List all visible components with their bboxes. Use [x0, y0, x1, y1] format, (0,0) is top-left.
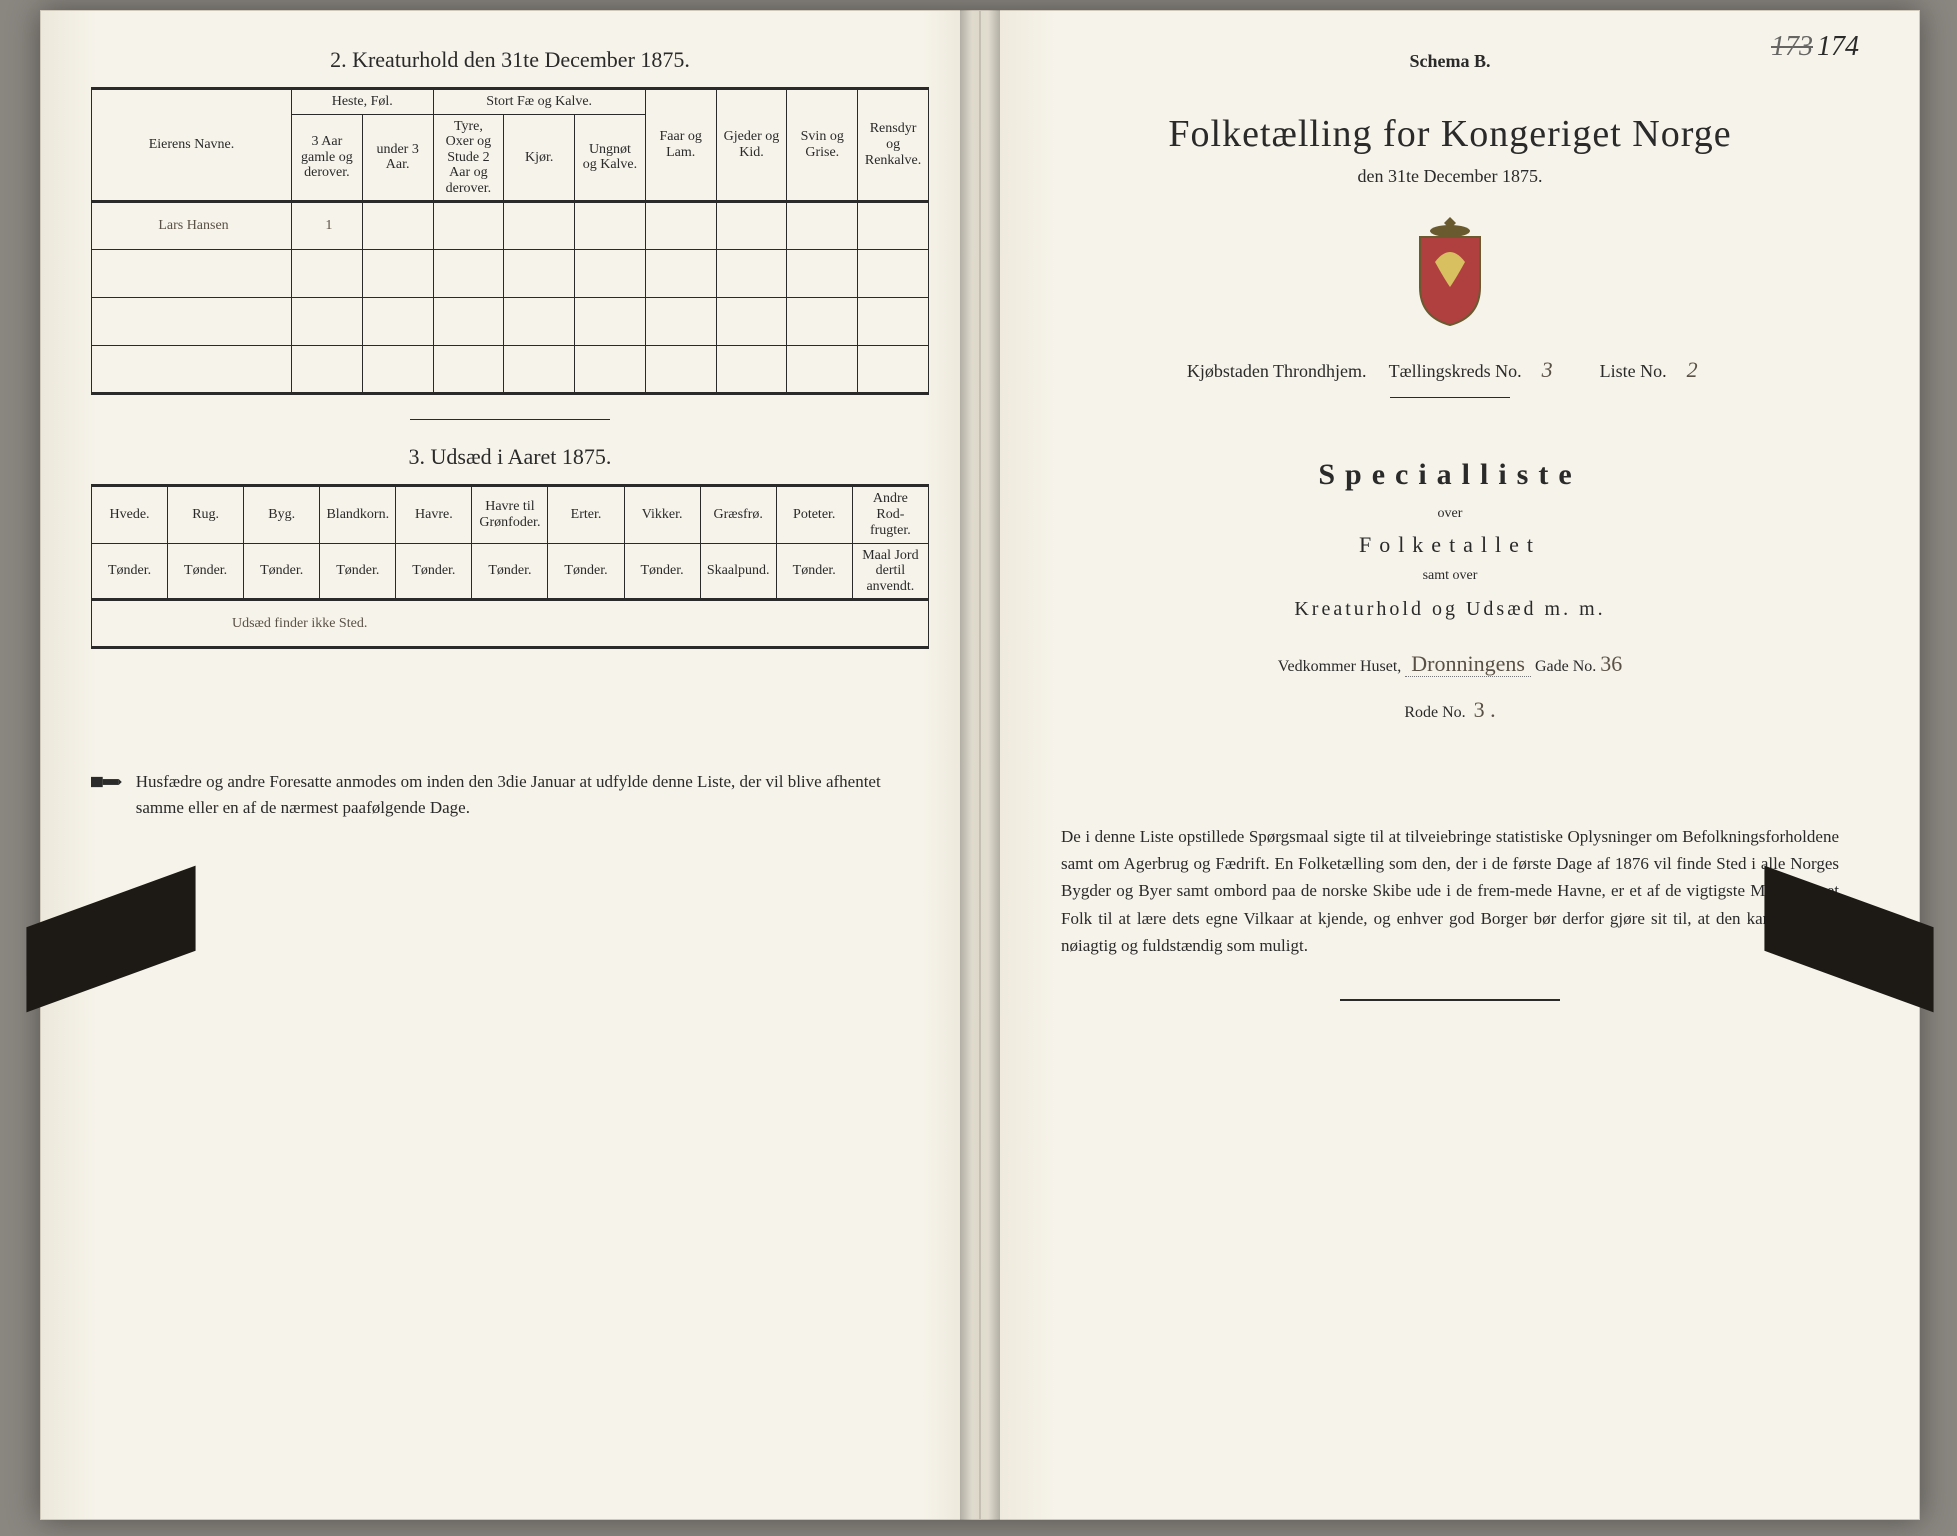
divider [1340, 999, 1560, 1001]
cell [787, 201, 858, 249]
cell [504, 201, 575, 249]
vedk-label-a: Vedkommer Huset, [1278, 658, 1402, 675]
vedkommer-line: Vedkommer Huset, Dronningens Gade No. 36 [1031, 651, 1869, 677]
seed-table: Hvede.Rug.Byg.Blandkorn.Havre.Havre til … [91, 484, 929, 649]
page-clip-left [26, 866, 195, 1013]
cell [362, 201, 433, 249]
rode-line: Rode No. 3 . [1031, 697, 1869, 723]
page-number-current: 174 [1817, 31, 1859, 62]
th-gjeder: Gjeder og Kid. [716, 89, 787, 202]
folketallet-label: Folketallet [1031, 532, 1869, 558]
rode-label: Rode No. [1404, 704, 1465, 721]
th-stort-b: Kjør. [504, 115, 575, 202]
samt-label: samt over [1031, 568, 1869, 584]
vedk-house: Dronningens [1405, 651, 1531, 677]
th-heste: Heste, Føl. [292, 89, 434, 115]
body-paragraph: De i denne Liste opstillede Spørgsmaal s… [1061, 823, 1839, 959]
schema-label: Schema B. [1031, 51, 1869, 72]
coat-of-arms-icon [1405, 217, 1495, 327]
seed-unit-2: Tønder. [244, 543, 320, 599]
page-number: 173174 [1771, 31, 1859, 63]
page-number-struck: 173 [1771, 31, 1813, 62]
cell [92, 297, 292, 345]
th-heste-a: 3 Aar gamle og derover. [292, 115, 363, 202]
livestock-table: Eierens Navne. Heste, Føl. Stort Fæ og K… [91, 87, 929, 395]
vedk-label-b: Gade No. [1535, 658, 1596, 675]
rode-value: 3 . [1474, 697, 1496, 722]
book-spread: 2. Kreaturhold den 31te December 1875. E… [40, 10, 1920, 1520]
pointing-hand-icon [91, 769, 122, 795]
tkreds-label: Tællingskreds No. [1389, 361, 1522, 381]
cell-heste-a: 1 [292, 201, 363, 249]
kreatur-label: Kreaturhold og Udsæd m. m. [1031, 598, 1869, 621]
section2-title: 2. Kreaturhold den 31te December 1875. [91, 47, 929, 73]
seed-unit-6: Tønder. [548, 543, 624, 599]
th-svin: Svin og Grise. [787, 89, 858, 202]
cell [716, 201, 787, 249]
page-clip-right [1764, 866, 1933, 1013]
seed-col-8: Græsfrø. [700, 485, 776, 543]
seed-col-7: Vikker. [624, 485, 700, 543]
seed-col-0: Hvede. [92, 485, 168, 543]
th-stort-a: Tyre, Oxer og Stude 2 Aar og derover. [433, 115, 504, 202]
cell [858, 201, 929, 249]
liste-value: 2 [1677, 357, 1707, 383]
seed-col-1: Rug. [168, 485, 244, 543]
seed-col-9: Poteter. [776, 485, 852, 543]
seed-col-3: Blandkorn. [320, 485, 396, 543]
th-heste-b: under 3 Aar. [362, 115, 433, 202]
seed-unit-3: Tønder. [320, 543, 396, 599]
divider [1390, 397, 1510, 398]
cell-owner: Lars Hansen [92, 201, 292, 249]
divider [410, 419, 610, 420]
seed-unit-8: Skaalpund. [700, 543, 776, 599]
seed-unit-4: Tønder. [396, 543, 472, 599]
liste-label: Liste No. [1600, 361, 1667, 381]
census-title: Folketælling for Kongeriget Norge [1031, 112, 1869, 156]
kjobstad-label: Kjøbstaden Throndhjem. [1187, 361, 1367, 381]
seed-unit-7: Tønder. [624, 543, 700, 599]
cell [575, 201, 646, 249]
seed-unit-0: Tønder. [92, 543, 168, 599]
cell [433, 201, 504, 249]
meta-line: Kjøbstaden Throndhjem. Tællingskreds No.… [1031, 357, 1869, 383]
cell [92, 249, 292, 297]
cell [645, 201, 716, 249]
over-label: over [1031, 506, 1869, 522]
seed-unit-1: Tønder. [168, 543, 244, 599]
th-stort-c: Ungnøt og Kalve. [575, 115, 646, 202]
seed-col-6: Erter. [548, 485, 624, 543]
cell [92, 345, 292, 393]
census-date: den 31te December 1875. [1031, 166, 1869, 187]
seed-col-4: Havre. [396, 485, 472, 543]
seed-col-2: Byg. [244, 485, 320, 543]
seed-col-5: Havre til Grønfoder. [472, 485, 548, 543]
left-page: 2. Kreaturhold den 31te December 1875. E… [40, 10, 980, 1520]
seed-handwritten: Udsæd finder ikke Sted. [92, 600, 929, 648]
seed-unit-5: Tønder. [472, 543, 548, 599]
vedk-gade-no: 36 [1600, 651, 1622, 676]
tkreds-value: 3 [1532, 357, 1562, 383]
seed-unit-10: Maal Jord dertil anvendt. [852, 543, 928, 599]
seed-unit-9: Tønder. [776, 543, 852, 599]
section3-title: 3. Udsæd i Aaret 1875. [91, 444, 929, 470]
specialliste-title: Specialliste [1031, 458, 1869, 492]
th-eier: Eierens Navne. [92, 89, 292, 202]
seed-col-10: Andre Rod-frugter. [852, 485, 928, 543]
footnote-row: Husfædre og andre Foresatte anmodes om i… [91, 769, 929, 820]
th-stort: Stort Fæ og Kalve. [433, 89, 645, 115]
th-rensdyr: Rensdyr og Renkalve. [858, 89, 929, 202]
th-faar: Faar og Lam. [645, 89, 716, 202]
right-page: 173174 Schema B. Folketælling for Konger… [980, 10, 1920, 1520]
footnote-text: Husfædre og andre Foresatte anmodes om i… [136, 769, 929, 820]
